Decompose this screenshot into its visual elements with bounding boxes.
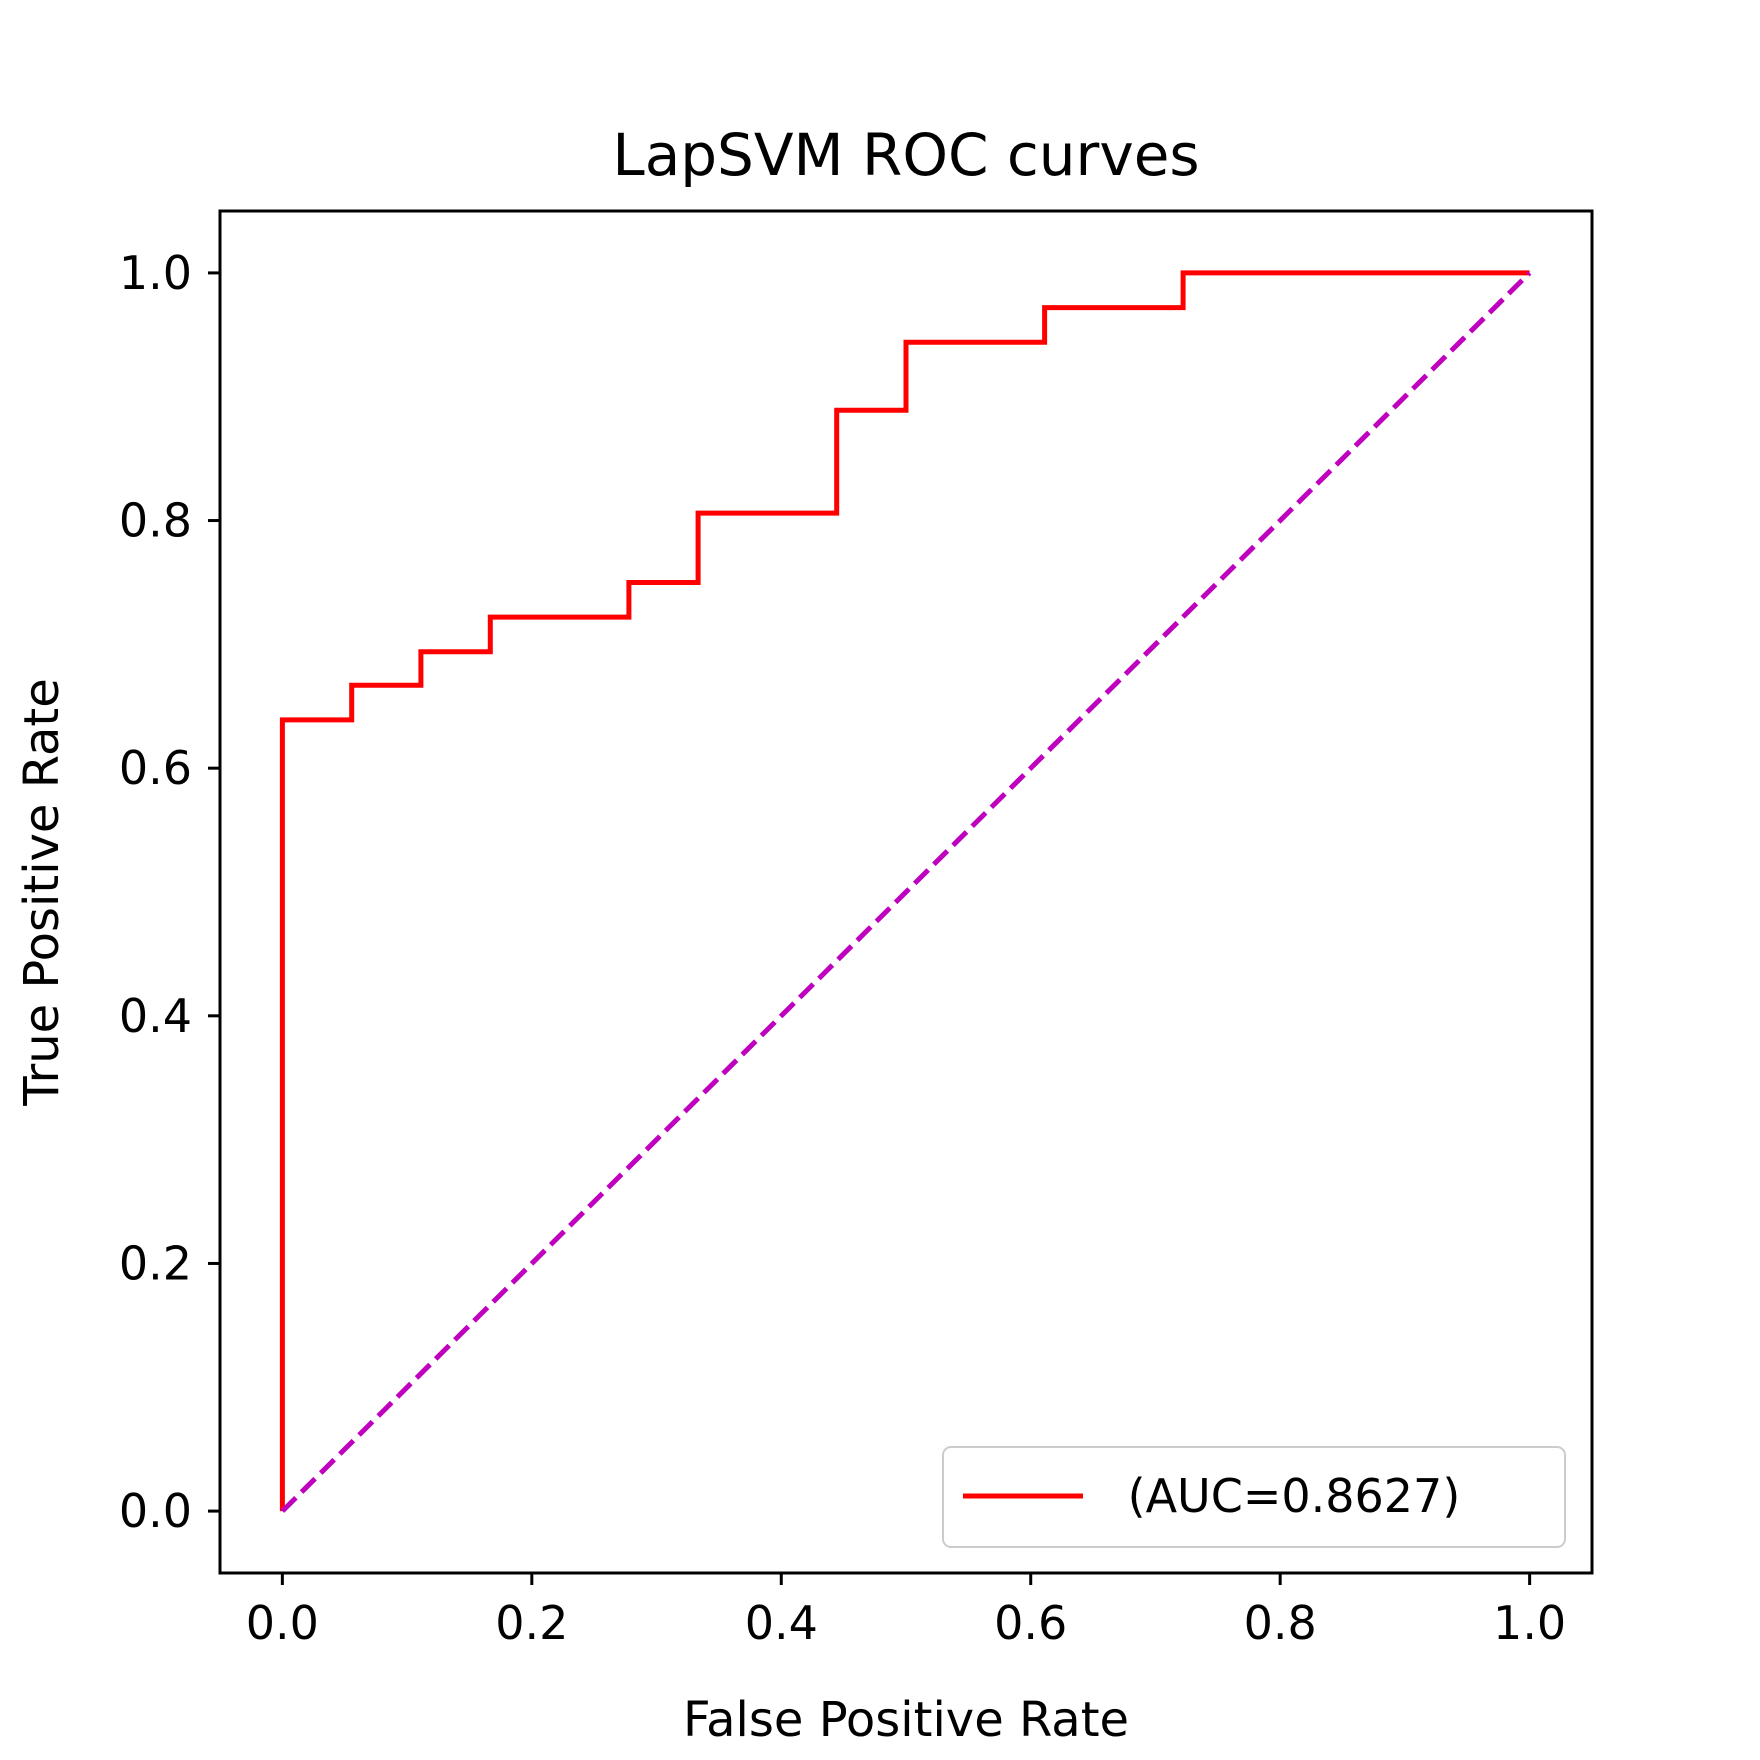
roc-curve-line	[279, 270, 1530, 1512]
x-tick-label: 0.4	[745, 1596, 818, 1650]
y-tick-label: 1.0	[119, 246, 192, 300]
y-tick-label: 0.6	[119, 741, 192, 795]
x-tick-label: 0.8	[1244, 1596, 1317, 1650]
y-axis-label: True Positive Rate	[14, 678, 70, 1107]
plot-area	[279, 270, 1532, 1513]
x-axis-label: False Positive Rate	[683, 1692, 1129, 1748]
chart-title: LapSVM ROC curves	[612, 121, 1199, 189]
y-tick-label: 0.4	[119, 989, 192, 1043]
y-axis-ticks: 0.0 0.2 0.4 0.6 0.8 1.0	[119, 246, 220, 1538]
x-axis-ticks: 0.0 0.2 0.4 0.6 0.8 1.0	[246, 1573, 1566, 1650]
x-tick-label: 1.0	[1493, 1596, 1566, 1650]
x-tick-label: 0.6	[994, 1596, 1067, 1650]
y-tick-label: 0.0	[119, 1484, 192, 1538]
legend: (AUC=0.8627)	[942, 1446, 1566, 1548]
legend-label-auc: (AUC=0.8627)	[1113, 1469, 1460, 1523]
y-tick-label: 0.2	[119, 1236, 192, 1290]
x-tick-label: 0.2	[495, 1596, 568, 1650]
y-tick-label: 0.8	[119, 494, 192, 548]
legend-box	[942, 1446, 1566, 1548]
x-tick-label: 0.0	[246, 1596, 319, 1650]
chance-diagonal-line	[280, 271, 1532, 1513]
axes-frame	[218, 209, 1594, 1575]
